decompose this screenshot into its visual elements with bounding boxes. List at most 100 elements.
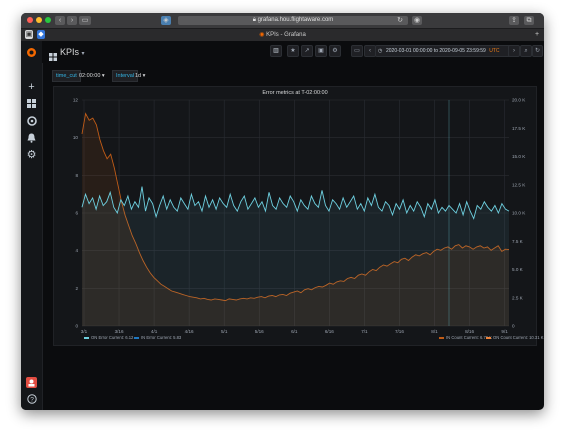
x-axis-tick: 6/16: [325, 329, 334, 334]
legend-swatch-in-error: [134, 337, 139, 339]
y-axis-left-tick: 6: [75, 211, 78, 216]
extension-icon[interactable]: ◉: [412, 16, 422, 25]
plus-icon[interactable]: +: [28, 81, 35, 93]
address-bar[interactable]: 🔒︎ grafana.hou.flightaware.com: [178, 16, 408, 25]
y-axis-left-tick: 12: [73, 98, 79, 103]
browser-tab-bar: ▣ ◆ ◉ KPIs - Grafana +: [21, 28, 544, 41]
zoom-out-icon[interactable]: ⌕: [520, 45, 532, 57]
error-metrics-chart[interactable]: 0 2 4 6 8 10 12 0 2.5 K 5.0 K 7.5 K 10.0 K 12.5 K 15.…: [54, 87, 538, 335]
x-axis-tick: 3/16: [115, 329, 124, 334]
series-in-count-line: [81, 112, 510, 302]
share-browser-icon[interactable]: ⇪: [509, 16, 519, 25]
variable-time-cut-label: time_cut: [52, 70, 81, 82]
y-axis-left-tick: 4: [75, 248, 78, 253]
dashboard-title-text: KPIs: [60, 47, 80, 57]
legend-label-on-error: ON Error Current: 6.12: [91, 335, 134, 340]
x-axis-tick: 4/16: [185, 329, 194, 334]
back-icon[interactable]: ‹: [55, 16, 65, 25]
add-panel-icon[interactable]: ▥: [270, 45, 282, 57]
series-on-error-area: [82, 186, 509, 326]
explore-icon[interactable]: [26, 116, 37, 127]
star-icon[interactable]: ★: [287, 45, 299, 57]
address-bar-url: grafana.hou.flightaware.com: [257, 17, 334, 23]
legend-on-count[interactable]: ON Count Current: 10.31 K: [486, 335, 544, 341]
x-axis-tick: 4/1: [151, 329, 158, 334]
x-axis-tick: 5/16: [255, 329, 264, 334]
chevron-down-icon: ▾: [81, 51, 85, 57]
legend-in-error[interactable]: IN Error Current: 5.83: [134, 335, 181, 341]
share-icon[interactable]: ↗: [301, 45, 313, 57]
y-axis-right-tick: 10.0 K: [512, 211, 526, 216]
y-axis-right-tick: 0: [512, 324, 515, 329]
variable-interval-label: Interval: [112, 70, 139, 82]
x-axis-tick: 8/16: [465, 329, 474, 334]
variable-time-cut-dropdown[interactable]: 02:00:00 ▾: [79, 73, 105, 79]
y-axis-right-tick: 2.5 K: [512, 295, 524, 300]
legend-swatch-on-count: [486, 337, 491, 339]
privacy-icon[interactable]: ◈: [161, 16, 171, 25]
legend-in-count[interactable]: IN Count Current: 6.76 K: [439, 335, 492, 341]
tab-title-label: KPIs - Grafana: [266, 32, 306, 38]
x-axis-tick: 6/1: [291, 329, 298, 334]
legend-label-in-error: IN Error Current: 5.83: [141, 335, 182, 340]
y-axis-left-tick: 10: [73, 135, 79, 140]
sidebar-toggle-icon[interactable]: ▭: [79, 16, 91, 25]
minimize-window-button[interactable]: [36, 17, 42, 23]
grafana-logo-icon[interactable]: [26, 47, 37, 58]
grafana-tab-icon: ▣: [25, 30, 33, 39]
user-avatar-icon[interactable]: [26, 377, 37, 388]
x-axis-tick: 9/1: [501, 329, 508, 334]
close-window-button[interactable]: [27, 17, 33, 23]
tab-favicon-icon: ◆: [37, 30, 45, 39]
settings-icon[interactable]: ⚙: [329, 45, 341, 57]
tabs-overview-icon[interactable]: ⧉: [524, 16, 534, 25]
clock-icon: ◷: [378, 48, 383, 54]
forward-icon[interactable]: ›: [67, 16, 77, 25]
y-axis-right-tick: 15.0 K: [512, 154, 526, 159]
dashboards-icon[interactable]: [26, 99, 37, 110]
time-range-picker[interactable]: ◷ 2020-03-01 00:00:00 to 2020-09-05 23:5…: [375, 45, 515, 57]
variable-interval-dropdown[interactable]: 1d ▾: [135, 73, 146, 79]
dashboard-navbar: KPIs ▾ ▥ ★ ↗ ▣ ⚙ ▭ ‹ ◷ 2020-03-01 00:00:…: [42, 41, 544, 63]
y-axis-right-tick: 7.5 K: [512, 239, 524, 244]
error-metrics-panel[interactable]: Error metrics at T-02:00:00 0 2 4 6 8 10 12 0 2.…: [53, 86, 544, 346]
refresh-icon[interactable]: ↻: [532, 45, 543, 57]
grafana-favicon-icon: ◉: [259, 32, 267, 38]
new-tab-icon[interactable]: +: [534, 31, 540, 38]
x-axis-tick: 5/1: [221, 329, 228, 334]
gear-icon[interactable]: ⚙: [26, 149, 37, 161]
y-axis-right-tick: 20.0 K: [512, 98, 526, 103]
timezone-label: UTC: [489, 48, 500, 54]
x-axis-tick: 8/1: [431, 329, 438, 334]
browser-window: ‹ › ▭ ◈ 🔒︎ grafana.hou.flightaware.com ↻…: [21, 13, 544, 410]
x-axis-tick: 7/16: [395, 329, 404, 334]
tab-grafana[interactable]: ◉ KPIs - Grafana: [21, 30, 544, 40]
y-axis-right-tick: 17.5 K: [512, 126, 526, 131]
grafana-sidebar: + ⚙ ?: [21, 41, 43, 410]
bell-icon[interactable]: [26, 133, 37, 144]
browser-titlebar: ‹ › ▭ ◈ 🔒︎ grafana.hou.flightaware.com ↻…: [21, 13, 544, 28]
legend-label-on-count: ON Count Current: 10.31 K: [493, 335, 544, 340]
series-on-error-line: [81, 186, 510, 220]
dashboard-title[interactable]: KPIs ▾: [60, 46, 85, 60]
save-icon[interactable]: ▣: [315, 45, 327, 57]
time-forward-icon[interactable]: ›: [508, 45, 520, 57]
help-icon[interactable]: ?: [26, 394, 37, 405]
panel-title[interactable]: Error metrics at T-02:00:00: [262, 90, 328, 96]
zoom-window-button[interactable]: [45, 17, 51, 23]
y-axis-left-tick: 8: [75, 173, 78, 178]
legend-swatch-in-count: [439, 337, 444, 339]
y-axis-right-tick: 12.5 K: [512, 182, 526, 187]
legend-label-in-count: IN Count Current: 6.76 K: [446, 335, 493, 340]
reload-icon[interactable]: ↻: [397, 17, 403, 24]
dashboard-grid-icon: [49, 48, 57, 66]
y-axis-left-tick: 2: [75, 286, 78, 291]
svg-text:?: ?: [30, 397, 34, 404]
y-axis-left-tick: 0: [75, 324, 78, 329]
series-in-count-area: [82, 113, 509, 326]
legend-on-error[interactable]: ON Error Current: 6.12: [84, 335, 133, 341]
time-range-text: 2020-03-01 00:00:00 to 2020-09-05 23:59:…: [386, 48, 486, 54]
lock-icon: 🔒︎: [252, 17, 258, 23]
legend-swatch-on-error: [84, 337, 89, 339]
tv-mode-icon[interactable]: ▭: [351, 45, 363, 57]
